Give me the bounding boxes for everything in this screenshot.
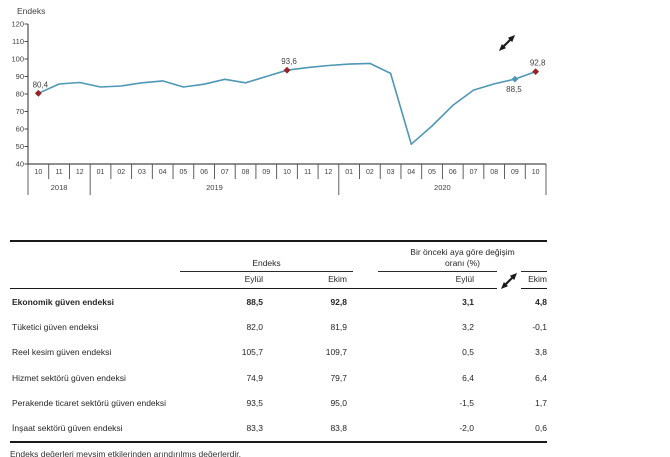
y-tick-label: 40 <box>16 160 24 169</box>
column-header-ekim-endeks: Ekim <box>328 274 347 284</box>
group-label: Bir önceki aya göre değişim oranı (%) <box>410 247 515 268</box>
cell-value: 3,1 <box>462 296 474 307</box>
cell-value: 79,7 <box>330 372 347 383</box>
resize-arrow-icon <box>499 35 515 51</box>
y-tick-label: 100 <box>11 55 24 64</box>
data-point-label: 92,8 <box>530 59 546 68</box>
data-point-marker <box>532 68 540 75</box>
data-point-marker <box>511 75 519 83</box>
cell-value: -1,5 <box>459 397 474 408</box>
y-tick-label: 90 <box>16 72 24 81</box>
table-group-header-degisim: Bir önceki aya göre değişim oranı (%) <box>378 242 547 272</box>
cell-value: 109,7 <box>325 347 347 358</box>
table-footnote: Endeks değerleri mevsim etkilerinden arı… <box>10 448 242 457</box>
cell-value: 81,9 <box>330 321 347 332</box>
y-tick-label: 60 <box>16 125 24 134</box>
cell-value: 82,0 <box>246 321 263 332</box>
y-tick-label: 110 <box>12 37 24 46</box>
table-row: İnşaat sektörü güven endeksi 83,3 83,8 -2,0… <box>10 415 547 440</box>
cell-value: 1,7 <box>535 397 547 408</box>
x-tick-label: 10 <box>34 169 42 176</box>
x-tick-label: 04 <box>159 169 167 176</box>
x-tick-label: 05 <box>180 169 188 176</box>
column-header-eylul-endeks: Eylül <box>244 274 263 284</box>
x-tick-label: 11 <box>55 169 62 176</box>
cell-value: 92,8 <box>330 296 347 307</box>
x-tick-label: 08 <box>242 169 250 176</box>
x-tick-label: 08 <box>490 169 498 176</box>
year-label: 2018 <box>51 183 68 192</box>
row-label: İnşaat sektörü güven endeksi <box>12 423 123 434</box>
y-tick-label: 50 <box>16 142 24 151</box>
x-tick-label: 06 <box>449 169 457 176</box>
x-tick-label: 02 <box>366 169 374 176</box>
group-label: Endeks <box>252 258 281 268</box>
y-tick-label: 120 <box>11 20 24 29</box>
cell-value: -0,1 <box>532 321 547 332</box>
x-tick-label: 05 <box>428 169 436 176</box>
table-row: Hizmet sektörü güven endeksi 74,9 79,7 6,4 6… <box>10 365 547 390</box>
x-tick-label: 11 <box>304 169 311 176</box>
x-tick-label: 03 <box>138 169 146 176</box>
year-label: 2019 <box>206 183 223 192</box>
data-point-label: 80,4 <box>33 80 49 89</box>
cell-value: 6,4 <box>535 372 547 383</box>
confidence-line <box>38 62 536 145</box>
row-label: Tüketici güven endeksi <box>12 321 99 332</box>
row-label: Hizmet sektörü güven endeksi <box>12 372 126 383</box>
x-tick-label: 01 <box>97 169 105 176</box>
x-tick-label: 10 <box>283 169 291 176</box>
x-tick-label: 07 <box>470 169 478 176</box>
x-tick-label: 12 <box>325 169 333 176</box>
row-label: Ekonomik güven endeksi <box>12 296 115 307</box>
x-tick-label: 04 <box>407 169 415 176</box>
table-body: Ekonomik güven endeksi 88,5 92,8 3,1 4,8 Tüke… <box>10 289 547 443</box>
year-label: 2020 <box>434 183 451 192</box>
cell-value: 83,8 <box>330 423 347 434</box>
cell-value: 6,4 <box>462 372 474 383</box>
table-row: Perakende ticaret sektörü güven endeksi 9… <box>10 390 547 415</box>
x-tick-label: 02 <box>117 169 125 176</box>
x-tick-label: 09 <box>262 169 270 176</box>
x-tick-label: 07 <box>221 169 229 176</box>
data-point-marker <box>34 89 42 97</box>
cell-value: 83,3 <box>246 423 263 434</box>
x-tick-label: 09 <box>511 169 519 176</box>
table-header: Endeks Bir önceki aya göre değişim oranı… <box>10 242 547 289</box>
column-header-ekim-degisim: Ekim <box>528 274 547 284</box>
column-header-eylul-degisim: Eylül <box>455 274 474 284</box>
cell-value: 105,7 <box>241 347 263 358</box>
cell-value: 93,5 <box>246 397 263 408</box>
cell-value: 88,5 <box>246 296 263 307</box>
summary-table: Endeks Bir önceki aya göre değişim oranı… <box>10 240 547 457</box>
cell-value: 74,9 <box>246 372 263 383</box>
cell-value: 0,6 <box>535 423 547 434</box>
x-tick-label: 06 <box>200 169 208 176</box>
x-tick-label: 03 <box>387 169 395 176</box>
table-row: Reel kesim güven endeksi 105,7 109,7 0,5 3,8 <box>10 340 547 365</box>
table-row: Ekonomik güven endeksi 88,5 92,8 3,1 4,8 <box>10 289 547 314</box>
data-point-label: 93,6 <box>281 57 297 66</box>
table-group-header-endeks: Endeks <box>180 242 353 272</box>
y-tick-label: 80 <box>16 90 24 99</box>
resize-arrow-icon <box>497 268 521 292</box>
cell-value: 3,2 <box>462 321 474 332</box>
x-tick-label: 10 <box>532 169 540 176</box>
x-tick-label: 01 <box>345 169 353 176</box>
y-tick-label: 70 <box>16 107 24 116</box>
row-label: Reel kesim güven endeksi <box>12 347 112 358</box>
cell-value: 0,5 <box>462 347 474 358</box>
cell-value: 3,8 <box>535 347 547 358</box>
data-point-label: 88,5 <box>506 85 522 94</box>
cell-value: 4,8 <box>535 296 547 307</box>
cell-value: 95,0 <box>330 397 347 408</box>
table-row: Tüketici güven endeksi 82,0 81,9 3,2 -0,1 <box>10 314 547 339</box>
axis-title: Endeks <box>17 6 45 16</box>
x-tick-label: 12 <box>76 169 84 176</box>
data-point-marker <box>283 66 291 74</box>
row-label: Perakende ticaret sektörü güven endeksi <box>12 397 167 408</box>
cell-value: -2,0 <box>459 423 474 434</box>
